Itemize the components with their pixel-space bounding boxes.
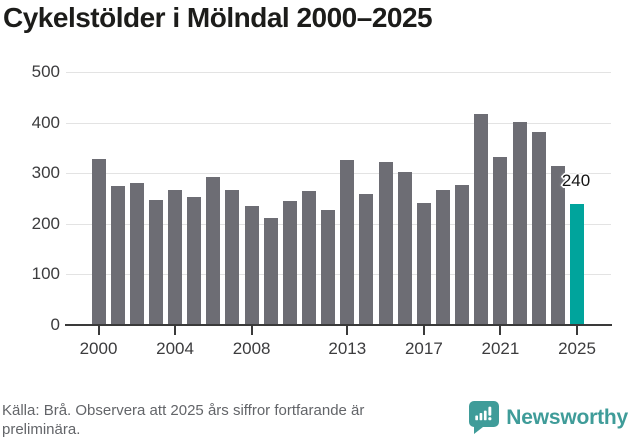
bar-2006: [206, 176, 221, 325]
gridline-300: [66, 173, 611, 175]
newsworthy-brand-text: Newsworthy: [506, 405, 628, 429]
newsworthy-logo[interactable]: Newsworthy: [469, 401, 628, 434]
source-note: Källa: Brå. Observera att 2025 års siffr…: [2, 402, 365, 438]
bar-2018: [436, 189, 451, 325]
newsworthy-logo-icon: [469, 401, 500, 434]
bar-2007: [225, 190, 240, 325]
x-tick-2021: [499, 326, 502, 335]
gridline-500: [66, 72, 611, 73]
bar-2009: [263, 217, 278, 325]
x-axis-label-2021: 2021: [481, 339, 520, 358]
y-axis-label-200: 200: [31, 213, 60, 233]
bar-2008: [244, 205, 259, 325]
bar-2005: [187, 197, 202, 325]
x-tick-2013: [346, 326, 349, 335]
bar-2021: [493, 157, 508, 325]
x-axis-label-2008: 2008: [232, 339, 271, 358]
y-axis-label-500: 500: [31, 62, 60, 81]
bar-2002: [129, 183, 144, 325]
bar-2025: [570, 203, 584, 325]
y-axis-label-0: 0: [50, 315, 60, 334]
bar-2019: [455, 184, 470, 325]
bar-2013: [340, 160, 355, 325]
bar-2014: [359, 193, 374, 325]
bar-2001: [110, 185, 125, 325]
bar-2024: [550, 166, 565, 325]
x-axis-label-2025: 2025: [558, 339, 596, 358]
bar-2017: [416, 202, 431, 325]
gridline-200: [66, 223, 611, 225]
y-axis-label-300: 300: [31, 163, 60, 183]
gridline-100: [66, 274, 611, 276]
bar-2015: [378, 161, 393, 325]
x-tick-2004: [174, 326, 177, 335]
y-axis-label-100: 100: [31, 264, 60, 284]
bar-2012: [321, 209, 336, 325]
x-axis-label-2017: 2017: [404, 339, 443, 358]
bar-2010: [282, 200, 297, 325]
x-axis-label-2013: 2013: [328, 339, 367, 358]
bar-2020: [474, 113, 489, 325]
gridline-400: [66, 122, 611, 124]
bar-2022: [512, 122, 527, 325]
bar-2023: [531, 132, 546, 325]
bar-2000: [91, 159, 106, 325]
x-tick-2025: [576, 326, 578, 335]
x-axis-label-2000: 2000: [79, 339, 118, 358]
chart-title: Cykelstölder i Mölndal 2000–2025: [3, 2, 433, 33]
bar-2011: [302, 191, 317, 325]
x-tick-2017: [422, 326, 425, 335]
bar-2003: [148, 200, 163, 325]
y-axis-label-400: 400: [31, 112, 60, 132]
x-axis-line: [65, 324, 612, 326]
highlight-value-label: 240: [561, 171, 591, 190]
x-axis-label-2004: 2004: [156, 339, 194, 358]
x-tick-2008: [250, 326, 253, 335]
x-tick-2000: [97, 326, 100, 335]
bar-2004: [168, 189, 183, 325]
bar-2016: [397, 172, 412, 325]
